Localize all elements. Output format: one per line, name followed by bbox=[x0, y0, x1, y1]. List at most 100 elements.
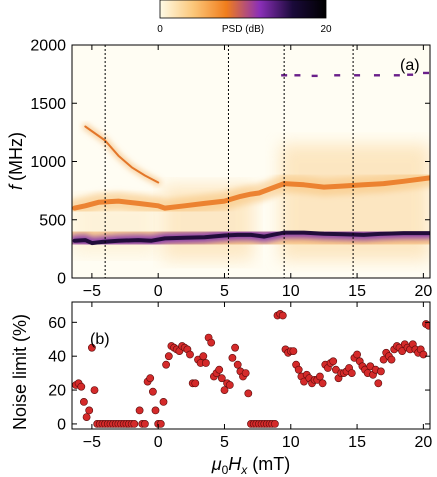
noise-limit-point-130 bbox=[419, 350, 428, 359]
noise-limit-point-83 bbox=[294, 365, 303, 374]
panel-a-tag: (a) bbox=[400, 57, 420, 74]
noise-limit-point-132 bbox=[424, 321, 430, 330]
noise-limit-point-113 bbox=[374, 379, 383, 388]
marker-lines bbox=[104, 45, 354, 278]
panel-a-xtick-label-1: 0 bbox=[154, 283, 163, 300]
panel-a: −5 0 5 10 15 20 0 500 1000 1500 2000 (a) f (MHz) bbox=[6, 38, 432, 301]
noise-limit-point-64 bbox=[244, 389, 253, 398]
speckle-8 bbox=[311, 74, 318, 78]
noise-limit-point-3 bbox=[80, 397, 88, 406]
panel-a-axes: −5 0 5 10 15 20 0 500 1000 1500 2000 bbox=[30, 38, 432, 301]
panel-a-xtick-label-4: 15 bbox=[348, 283, 366, 300]
panel-a-ytick-label-1: 500 bbox=[39, 212, 66, 229]
panel-b-xtick-label-4: 15 bbox=[348, 434, 366, 451]
panel-a-ytick-label-4: 2000 bbox=[30, 38, 66, 55]
panel-b-background bbox=[72, 302, 430, 429]
noise-limit-point-50 bbox=[207, 338, 216, 347]
noise-limit-points bbox=[72, 309, 430, 428]
xlabel-sub-0: 0 bbox=[222, 463, 229, 477]
noise-limit-point-7 bbox=[90, 386, 99, 394]
panel-b-ylabel: Noise limit (%) bbox=[10, 314, 30, 430]
noise-limit-point-29 bbox=[151, 406, 160, 415]
noise-limit-point-6 bbox=[88, 343, 96, 352]
noise-limit-point-32 bbox=[159, 397, 168, 406]
panel-b-xtick-label-5: 20 bbox=[414, 434, 432, 451]
noise-limit-point-33 bbox=[162, 360, 170, 369]
panel-b-xtick-label-0: −5 bbox=[83, 434, 101, 451]
noise-limit-point-103 bbox=[347, 369, 356, 377]
noise-limit-point-118 bbox=[387, 355, 396, 364]
colorbar: 0 PSD (dB) 20 bbox=[157, 0, 332, 35]
panel-b-ytick-label-1: 20 bbox=[48, 383, 66, 400]
noise-limit-point-57 bbox=[225, 381, 234, 389]
xlabel-unit: (mT) bbox=[252, 454, 290, 474]
noise-limit-point-92 bbox=[318, 379, 327, 388]
colorbar-title: PSD (dB) bbox=[222, 24, 264, 35]
noise-limit-point-4 bbox=[82, 413, 91, 421]
noise-limit-point-59 bbox=[231, 343, 239, 352]
noise-limit-point-55 bbox=[220, 386, 229, 394]
noise-limit-point-77 bbox=[278, 311, 287, 320]
mode-upper-layer-1 bbox=[72, 175, 430, 211]
panel-a-ylabel-unit: (MHz) bbox=[6, 132, 26, 181]
panel-b-ytick-label-2: 40 bbox=[48, 349, 66, 366]
panel-b-ytick-label-0: 0 bbox=[57, 416, 66, 433]
panel-b-tag: (b) bbox=[90, 331, 110, 348]
mode-main-layer-2 bbox=[72, 230, 430, 246]
xlabel-h: H bbox=[228, 454, 242, 474]
panel-b-xtick-label-3: 10 bbox=[282, 434, 300, 451]
noise-limit-point-96 bbox=[329, 357, 338, 366]
noise-limit-point-31 bbox=[156, 419, 165, 428]
panel-b-xtick-label-1: 0 bbox=[154, 434, 163, 451]
noise-limit-point-25 bbox=[140, 419, 149, 428]
panel-b-frame bbox=[71, 301, 431, 430]
noise-limit-point-74 bbox=[270, 419, 279, 428]
noise-limit-point-22 bbox=[130, 419, 139, 428]
panel-a-ylabel: f (MHz) bbox=[6, 132, 26, 190]
panel-a-xtick-label-3: 10 bbox=[282, 283, 300, 300]
noise-limit-point-34 bbox=[164, 352, 173, 361]
panel-b-xtick-label-2: 5 bbox=[220, 434, 229, 451]
noise-limit-point-47 bbox=[199, 352, 208, 361]
speckle-1 bbox=[354, 74, 361, 77]
panel-a-ytick-label-2: 1000 bbox=[30, 154, 66, 171]
panel-a-ytick-label-0: 0 bbox=[57, 271, 66, 288]
noise-limit-point-44 bbox=[191, 379, 200, 388]
panel-a-ytick-label-3: 1500 bbox=[30, 96, 66, 113]
speckle-3 bbox=[393, 74, 400, 77]
panel-a-xtick-label-5: 20 bbox=[414, 283, 432, 300]
noise-limit-point-105 bbox=[353, 350, 361, 359]
noise-limit-point-48 bbox=[201, 359, 210, 367]
speckle-7 bbox=[294, 74, 301, 77]
noise-limit-point-63 bbox=[241, 369, 250, 377]
noise-limit-point-23 bbox=[135, 406, 144, 415]
noise-limit-point-58 bbox=[228, 353, 237, 362]
xlabel-sub-x: x bbox=[240, 463, 248, 477]
noise-limit-point-28 bbox=[148, 387, 157, 396]
noise-limit-point-53 bbox=[215, 365, 224, 374]
noise-limit-point-114 bbox=[376, 367, 385, 376]
spectrum-heatmap bbox=[72, 71, 430, 261]
speckle-6 bbox=[281, 74, 288, 77]
noise-limit-point-27 bbox=[146, 374, 155, 383]
mode-high-layer-1 bbox=[84, 125, 160, 184]
speckle-4 bbox=[407, 73, 414, 76]
colorbar-max-label: 20 bbox=[320, 24, 332, 35]
xlabel-mu: μ bbox=[211, 454, 222, 474]
speckle-5 bbox=[423, 71, 430, 75]
noise-limit-point-2 bbox=[77, 382, 86, 391]
panel-a-xtick-label-2: 5 bbox=[220, 283, 229, 300]
noise-limit-point-91 bbox=[315, 372, 324, 381]
noise-limit-point-54 bbox=[217, 374, 226, 383]
panel-b-xlabel: μ0Hx (mT) bbox=[211, 454, 291, 477]
noise-limit-point-42 bbox=[186, 350, 194, 359]
panel-a-xtick-label-0: −5 bbox=[83, 283, 101, 300]
panel-b-axes: −5 0 5 10 15 20 0 20 40 60 bbox=[48, 302, 432, 451]
panel-b-ytick-label-3: 60 bbox=[48, 315, 66, 332]
speckle-2 bbox=[373, 74, 380, 77]
noise-limit-point-60 bbox=[233, 360, 242, 369]
noise-limit-point-5 bbox=[85, 406, 94, 415]
colorbar-min-label: 0 bbox=[157, 24, 163, 35]
